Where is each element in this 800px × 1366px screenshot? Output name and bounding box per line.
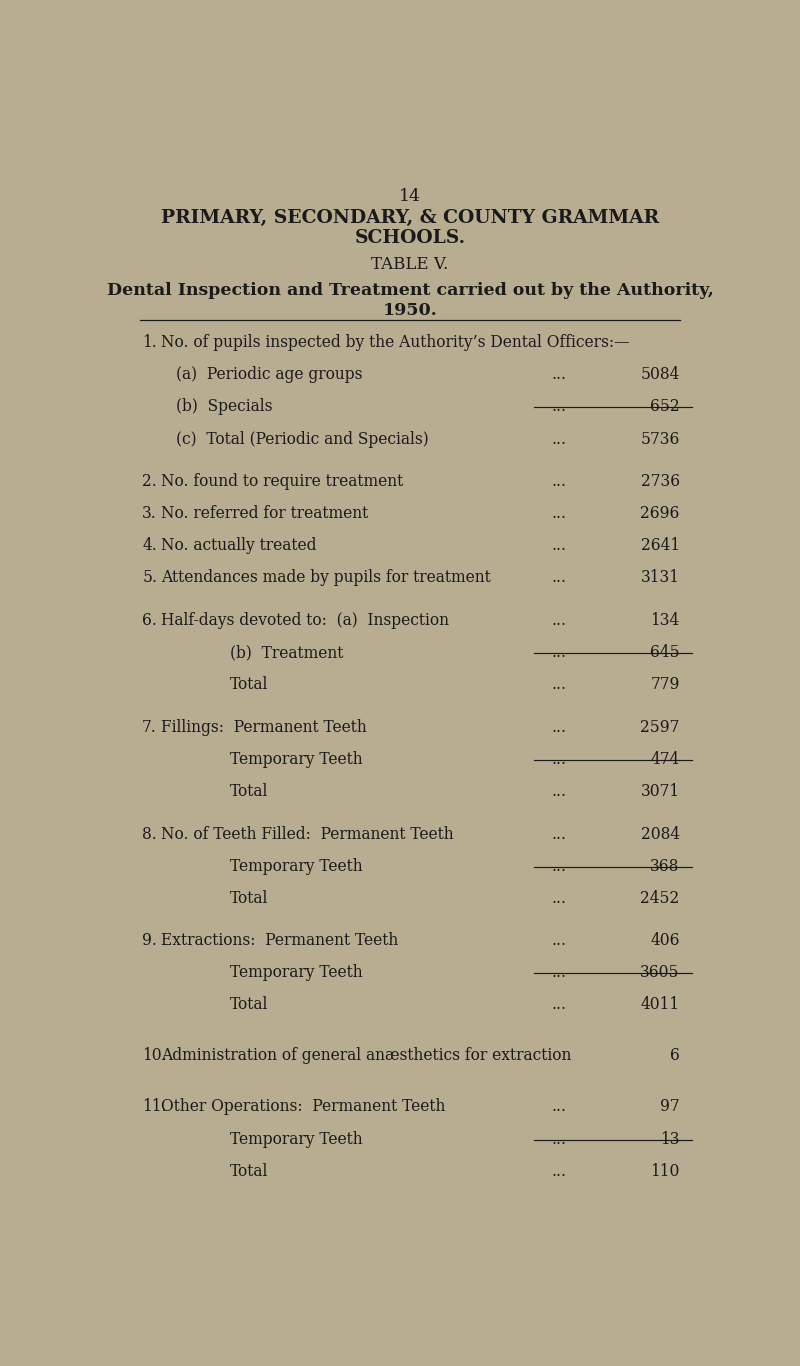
Text: Total: Total bbox=[230, 1162, 269, 1180]
Text: 2736: 2736 bbox=[641, 473, 680, 490]
Text: 6.: 6. bbox=[142, 612, 157, 628]
Text: ...: ... bbox=[551, 783, 566, 800]
Text: 8.: 8. bbox=[142, 825, 157, 843]
Text: 4.: 4. bbox=[142, 537, 157, 555]
Text: 2452: 2452 bbox=[641, 889, 680, 907]
Text: ...: ... bbox=[551, 676, 566, 693]
Text: 9.: 9. bbox=[142, 932, 157, 949]
Text: Dental Inspection and Treatment carried out by the Authority,: Dental Inspection and Treatment carried … bbox=[106, 281, 714, 299]
Text: 5736: 5736 bbox=[640, 430, 680, 448]
Text: 368: 368 bbox=[650, 858, 680, 874]
Text: No. of pupils inspected by the Authority’s Dental Officers:—: No. of pupils inspected by the Authority… bbox=[161, 335, 630, 351]
Text: ...: ... bbox=[551, 473, 566, 490]
Text: Administration of general anæsthetics for extraction: Administration of general anæsthetics fo… bbox=[161, 1048, 571, 1064]
Text: PRIMARY, SECONDARY, & COUNTY GRAMMAR: PRIMARY, SECONDARY, & COUNTY GRAMMAR bbox=[161, 209, 659, 227]
Text: ...: ... bbox=[551, 996, 566, 1014]
Text: ...: ... bbox=[551, 537, 566, 555]
Text: No. actually treated: No. actually treated bbox=[161, 537, 316, 555]
Text: 779: 779 bbox=[650, 676, 680, 693]
Text: 3071: 3071 bbox=[641, 783, 680, 800]
Text: 97: 97 bbox=[660, 1098, 680, 1116]
Text: Temporary Teeth: Temporary Teeth bbox=[230, 751, 363, 768]
Text: 3.: 3. bbox=[142, 505, 157, 522]
Text: 4011: 4011 bbox=[641, 996, 680, 1014]
Text: 6: 6 bbox=[670, 1048, 680, 1064]
Text: 13: 13 bbox=[660, 1131, 680, 1147]
Text: 2597: 2597 bbox=[640, 719, 680, 736]
Text: ...: ... bbox=[551, 719, 566, 736]
Text: 2696: 2696 bbox=[640, 505, 680, 522]
Text: ...: ... bbox=[551, 964, 566, 981]
Text: 1950.: 1950. bbox=[382, 302, 438, 318]
Text: Attendances made by pupils for treatment: Attendances made by pupils for treatment bbox=[161, 570, 490, 586]
Text: 2084: 2084 bbox=[641, 825, 680, 843]
Text: No. of Teeth Filled:  Permanent Teeth: No. of Teeth Filled: Permanent Teeth bbox=[161, 825, 454, 843]
Text: SCHOOLS.: SCHOOLS. bbox=[354, 229, 466, 247]
Text: Extractions:  Permanent Teeth: Extractions: Permanent Teeth bbox=[161, 932, 398, 949]
Text: ...: ... bbox=[551, 932, 566, 949]
Text: ...: ... bbox=[551, 570, 566, 586]
Text: ...: ... bbox=[551, 430, 566, 448]
Text: 5.: 5. bbox=[142, 570, 157, 586]
Text: ...: ... bbox=[551, 1162, 566, 1180]
Text: Total: Total bbox=[230, 889, 269, 907]
Text: 645: 645 bbox=[650, 645, 680, 661]
Text: ...: ... bbox=[551, 1098, 566, 1116]
Text: (b)  Treatment: (b) Treatment bbox=[230, 645, 343, 661]
Text: No. found to require treatment: No. found to require treatment bbox=[161, 473, 403, 490]
Text: 474: 474 bbox=[650, 751, 680, 768]
Text: ...: ... bbox=[551, 858, 566, 874]
Text: 134: 134 bbox=[650, 612, 680, 628]
Text: ...: ... bbox=[551, 825, 566, 843]
Text: 2.: 2. bbox=[142, 473, 157, 490]
Text: 3131: 3131 bbox=[641, 570, 680, 586]
Text: Temporary Teeth: Temporary Teeth bbox=[230, 858, 363, 874]
Text: 1.: 1. bbox=[142, 335, 157, 351]
Text: Temporary Teeth: Temporary Teeth bbox=[230, 1131, 363, 1147]
Text: 2641: 2641 bbox=[641, 537, 680, 555]
Text: ...: ... bbox=[551, 645, 566, 661]
Text: ...: ... bbox=[551, 505, 566, 522]
Text: 7.: 7. bbox=[142, 719, 157, 736]
Text: (a)  Periodic age groups: (a) Periodic age groups bbox=[176, 366, 362, 384]
Text: (c)  Total (Periodic and Specials): (c) Total (Periodic and Specials) bbox=[176, 430, 428, 448]
Text: Other Operations:  Permanent Teeth: Other Operations: Permanent Teeth bbox=[161, 1098, 445, 1116]
Text: ...: ... bbox=[551, 399, 566, 415]
Text: 5084: 5084 bbox=[640, 366, 680, 384]
Text: 14: 14 bbox=[399, 189, 421, 205]
Text: TABLE V.: TABLE V. bbox=[371, 257, 449, 273]
Text: 110: 110 bbox=[650, 1162, 680, 1180]
Text: 10.: 10. bbox=[142, 1048, 166, 1064]
Text: 3605: 3605 bbox=[640, 964, 680, 981]
Text: 406: 406 bbox=[650, 932, 680, 949]
Text: ...: ... bbox=[551, 889, 566, 907]
Text: Half-days devoted to:  (a)  Inspection: Half-days devoted to: (a) Inspection bbox=[161, 612, 449, 628]
Text: Total: Total bbox=[230, 676, 269, 693]
Text: 11.: 11. bbox=[142, 1098, 166, 1116]
Text: ...: ... bbox=[551, 751, 566, 768]
Text: ...: ... bbox=[551, 1131, 566, 1147]
Text: Temporary Teeth: Temporary Teeth bbox=[230, 964, 363, 981]
Text: Fillings:  Permanent Teeth: Fillings: Permanent Teeth bbox=[161, 719, 366, 736]
Text: 652: 652 bbox=[650, 399, 680, 415]
Text: Total: Total bbox=[230, 783, 269, 800]
Text: Total: Total bbox=[230, 996, 269, 1014]
Text: ...: ... bbox=[551, 366, 566, 384]
Text: (b)  Specials: (b) Specials bbox=[176, 399, 272, 415]
Text: ...: ... bbox=[551, 612, 566, 628]
Text: No. referred for treatment: No. referred for treatment bbox=[161, 505, 368, 522]
